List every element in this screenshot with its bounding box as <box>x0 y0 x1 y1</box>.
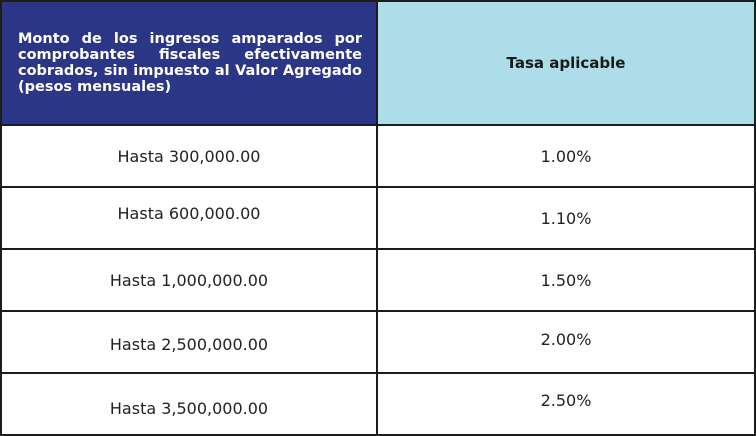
rate-value: 1.10% <box>540 208 592 228</box>
table-row-3-amount: Hasta 1,000,000.00 <box>0 248 378 312</box>
header-rate-cell: Tasa aplicable <box>376 0 756 126</box>
table-row-4-rate: 2.00% <box>376 310 756 374</box>
table-row-1-amount: Hasta 300,000.00 <box>0 124 378 188</box>
rate-value: 2.00% <box>540 329 592 349</box>
header-rate-label: Tasa aplicable <box>506 54 626 72</box>
rate-value: 2.50% <box>540 390 592 410</box>
amount-value: Hasta 1,000,000.00 <box>109 270 269 290</box>
rate-value: 1.50% <box>540 270 592 290</box>
table-row-4-amount: Hasta 2,500,000.00 <box>0 310 378 374</box>
amount-value: Hasta 300,000.00 <box>117 146 261 166</box>
table-row-5-rate: 2.50% <box>376 372 756 436</box>
table-row-2-rate: 1.10% <box>376 186 756 250</box>
table-row-5-amount: Hasta 3,500,000.00 <box>0 372 378 436</box>
table-row-2-amount: Hasta 600,000.00 <box>0 186 378 250</box>
header-amount-cell: Monto de los ingresos amparados por comp… <box>0 0 378 126</box>
table-row-1-rate: 1.00% <box>376 124 756 188</box>
header-amount-label: Monto de los ingresos amparados por comp… <box>18 31 362 95</box>
amount-value: Hasta 600,000.00 <box>117 203 261 223</box>
rate-value: 1.00% <box>540 146 592 166</box>
amount-value: Hasta 3,500,000.00 <box>109 398 269 418</box>
table-row-3-rate: 1.50% <box>376 248 756 312</box>
amount-value: Hasta 2,500,000.00 <box>109 334 269 354</box>
